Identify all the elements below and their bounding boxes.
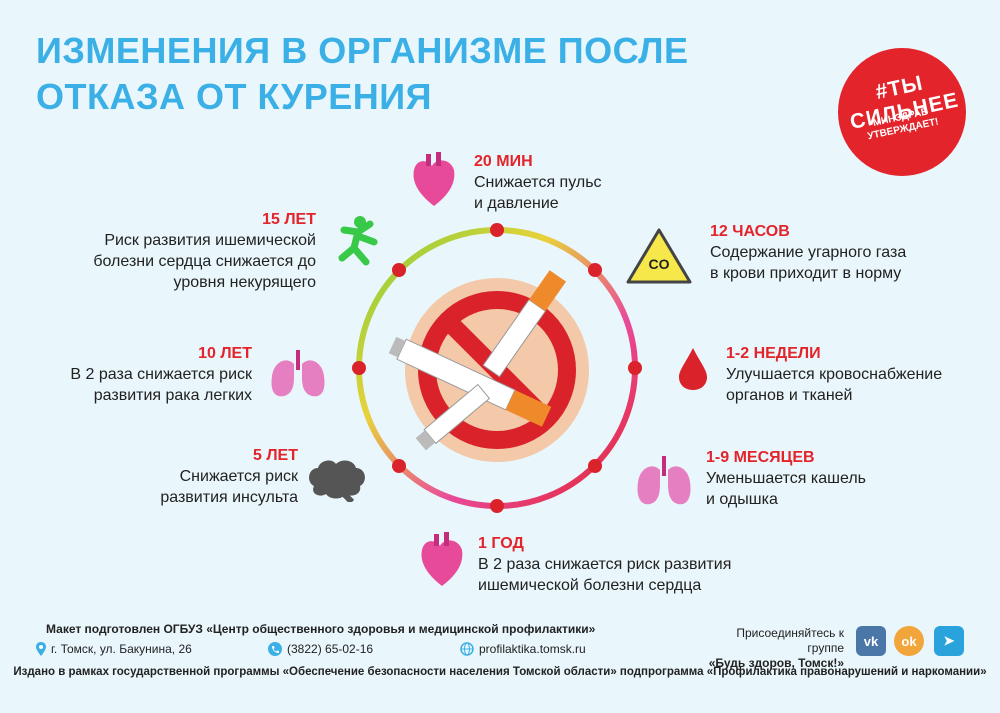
stage-text: В 2 раза снижается риск развития xyxy=(478,556,732,573)
stage-text: Содержание угарного газа xyxy=(710,244,907,261)
stage-12-hours: 12 ЧАСОВ Содержание угарного газа в кров… xyxy=(710,222,906,284)
footer-address: г. Томск, ул. Бакунина, 26 xyxy=(36,642,192,656)
ty-silnee-badge: #ТЫ СИЛЬНЕЕ МИНЗДРАВ УТВЕРЖДАЕТ! xyxy=(838,48,966,176)
ok-icon[interactable]: ok xyxy=(894,626,924,656)
stage-text: Улучшается кровоснабжение xyxy=(726,366,943,383)
stage-text: Снижается пульс xyxy=(474,174,602,191)
stage-text: в крови приходит в норму xyxy=(710,265,902,282)
footer-maker: Макет подготовлен ОГБУЗ «Центр обществен… xyxy=(46,622,596,636)
co-warning-icon xyxy=(626,228,692,284)
stage-time: 15 ЛЕТ xyxy=(262,211,316,228)
dot-1-year xyxy=(490,499,504,513)
dot-5-years xyxy=(392,459,406,473)
lungs-icon xyxy=(271,350,325,397)
phone-icon xyxy=(268,642,282,656)
dot-1-2-weeks xyxy=(628,361,642,375)
stage-time: 12 ЧАСОВ xyxy=(710,223,790,240)
dot-10-years xyxy=(352,361,366,375)
address-text: г. Томск, ул. Бакунина, 26 xyxy=(51,642,192,656)
join-group-text: Присоединяйтесь к группе «Будь здоров, Т… xyxy=(698,626,844,671)
phone-text: (3822) 65-02-16 xyxy=(287,642,374,656)
footer-site: profilaktika.tomsk.ru xyxy=(460,642,586,656)
dot-20-min xyxy=(490,223,504,237)
title-line-2: ОТКАЗА ОТ КУРЕНИЯ xyxy=(36,76,433,117)
stage-time: 1-2 НЕДЕЛИ xyxy=(726,345,821,362)
stage-time: 10 ЛЕТ xyxy=(198,345,252,362)
stage-text: развития инсульта xyxy=(160,489,298,506)
heart-icon-2 xyxy=(421,532,463,586)
stage-15-years: 15 ЛЕТ Риск развития ишемической болезни… xyxy=(60,210,316,293)
vk-icon[interactable]: vk xyxy=(856,626,886,656)
stage-time: 5 ЛЕТ xyxy=(252,447,298,464)
location-pin-icon xyxy=(36,642,46,656)
stage-text: ишемической болезни сердца xyxy=(478,577,702,594)
heart-icon xyxy=(413,152,455,206)
stage-text: Риск развития ишемической xyxy=(104,232,316,249)
stage-time: 1-9 МЕСЯЦЕВ xyxy=(706,449,815,466)
stage-text: и давление xyxy=(474,195,559,212)
stage-text: уровня некурящего xyxy=(173,274,316,291)
stage-text: развития рака легких xyxy=(93,387,252,404)
program-note: Издано в рамках государственной программ… xyxy=(13,666,987,678)
page-title: ИЗМЕНЕНИЯ В ОРГАНИЗМЕ ПОСЛЕ ОТКАЗА ОТ КУ… xyxy=(36,28,689,120)
dot-1-9-months xyxy=(588,459,602,473)
footer-phone: (3822) 65-02-16 xyxy=(268,642,373,656)
join-line-1: Присоединяйтесь к группе xyxy=(736,626,844,655)
stage-text: В 2 раза снижается риск xyxy=(70,366,252,383)
telegram-icon[interactable]: ➤ xyxy=(934,626,964,656)
dot-15-years xyxy=(392,263,406,277)
title-line-1: ИЗМЕНЕНИЯ В ОРГАНИЗМЕ ПОСЛЕ xyxy=(36,30,689,71)
blood-drop-icon xyxy=(679,348,707,390)
stage-time: 1 ГОД xyxy=(478,535,524,552)
co-label: CO xyxy=(648,256,670,272)
stage-text: болезни сердца снижается до xyxy=(93,253,316,270)
stage-1-year: 1 ГОД В 2 раза снижается риск развития и… xyxy=(478,534,731,596)
no-smoking-icon xyxy=(388,270,589,462)
stage-text: органов и тканей xyxy=(726,387,853,404)
stage-text: Снижается риск xyxy=(179,468,298,485)
stage-1-9-months: 1-9 МЕСЯЦЕВ Уменьшается кашель и одышка xyxy=(706,448,866,510)
join-line-2: «Будь здоров, Томск!» xyxy=(708,656,844,670)
timeline-dots xyxy=(352,223,642,513)
stage-20-min: 20 МИН Снижается пульс и давление xyxy=(474,152,602,214)
globe-icon xyxy=(460,642,474,656)
lungs-icon-2 xyxy=(637,456,691,505)
stage-10-years: 10 ЛЕТ В 2 раза снижается риск развития … xyxy=(30,344,252,406)
running-person-icon xyxy=(338,216,378,266)
stage-text: Уменьшается кашель xyxy=(706,470,866,487)
stage-5-years: 5 ЛЕТ Снижается риск развития инсульта xyxy=(120,446,298,508)
stage-time: 20 МИН xyxy=(474,153,533,170)
site-link[interactable]: profilaktika.tomsk.ru xyxy=(479,642,586,656)
brain-icon xyxy=(309,460,365,502)
dot-12-hours xyxy=(588,263,602,277)
stage-1-2-weeks: 1-2 НЕДЕЛИ Улучшается кровоснабжение орг… xyxy=(726,344,942,406)
stage-text: и одышка xyxy=(706,491,778,508)
